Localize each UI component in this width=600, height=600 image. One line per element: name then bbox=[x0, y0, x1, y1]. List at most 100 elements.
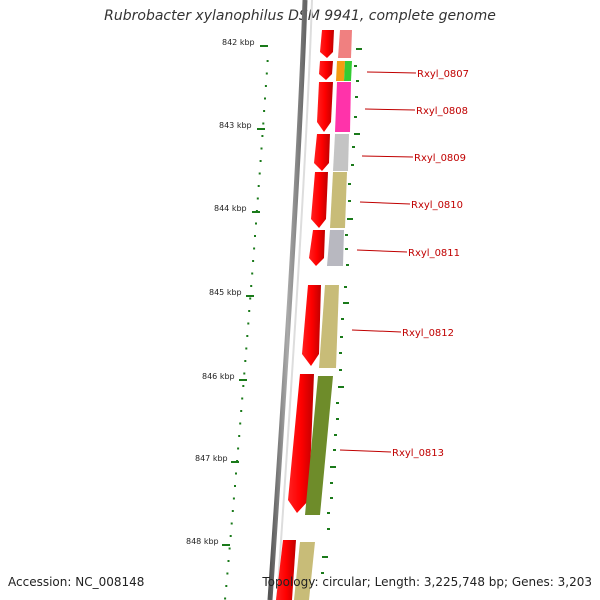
gc-skew-dot bbox=[266, 60, 269, 62]
gc-skew-dash bbox=[327, 528, 330, 530]
gc-skew-dot bbox=[248, 310, 251, 312]
gc-skew-dash bbox=[348, 183, 351, 185]
gc-skew-dash bbox=[356, 48, 362, 50]
gene-arrow bbox=[302, 285, 321, 366]
gc-skew-dot bbox=[264, 97, 266, 100]
gene-arrow bbox=[276, 540, 296, 600]
gc-skew-dot bbox=[259, 160, 262, 162]
gc-skew-dot bbox=[237, 447, 240, 450]
gc-skew-dot bbox=[227, 560, 230, 562]
gene-label-leader bbox=[359, 201, 411, 205]
gc-skew-track-right bbox=[321, 48, 362, 574]
gene-arrow bbox=[320, 30, 334, 58]
gc-skew-dot bbox=[250, 285, 253, 287]
genome-backbone bbox=[267, 0, 308, 600]
gc-skew-dot bbox=[232, 497, 235, 500]
gc-skew-dot bbox=[235, 472, 237, 475]
gc-skew-dash bbox=[355, 96, 358, 98]
gc-skew-dot bbox=[243, 372, 246, 375]
gene-label: Rxyl_0811 bbox=[408, 248, 460, 259]
scale-tick-label: 846 kbp bbox=[202, 372, 235, 381]
gene-label: Rxyl_0808 bbox=[416, 106, 468, 117]
gc-skew-dot bbox=[253, 247, 256, 250]
genome-backbone-inner bbox=[276, 0, 313, 600]
gc-skew-dash bbox=[321, 572, 324, 574]
cog-box bbox=[335, 82, 351, 132]
scale-ticks: 842 kbp 843 kbp 844 kbp 845 kbp 846 kbp 847 k… bbox=[186, 38, 268, 546]
gene-label-leader bbox=[351, 329, 402, 333]
gc-skew-dot bbox=[260, 147, 263, 150]
gc-skew-dot bbox=[224, 597, 227, 600]
gc-skew-dash bbox=[334, 434, 337, 436]
gc-skew-dash bbox=[333, 449, 336, 451]
cog-box bbox=[319, 285, 339, 368]
gc-skew-dot bbox=[241, 397, 244, 400]
gene-label-leader bbox=[366, 71, 417, 74]
gc-skew-dot bbox=[240, 410, 243, 412]
gc-skew-dash bbox=[356, 80, 359, 82]
cog-box bbox=[294, 542, 315, 600]
gc-skew-dot bbox=[245, 347, 248, 350]
gene-label-leader bbox=[364, 108, 416, 111]
forward-strand-genes bbox=[276, 30, 334, 600]
gene-label: Rxyl_0807 bbox=[417, 69, 469, 80]
gene-arrow bbox=[317, 82, 333, 132]
gene-labels: Rxyl_0807 Rxyl_0808 Rxyl_0809 Rxyl_0810 Rxyl… bbox=[339, 69, 469, 459]
gene-label: Rxyl_0813 bbox=[392, 448, 444, 459]
gc-skew-dash bbox=[344, 286, 347, 288]
gc-skew-dash bbox=[346, 264, 349, 266]
gc-skew-dash bbox=[348, 200, 351, 202]
gc-skew-dot bbox=[265, 72, 268, 75]
scale-tick-label: 847 kbp bbox=[195, 454, 228, 463]
scale-tick-label: 844 kbp bbox=[214, 204, 247, 213]
gc-skew-dash bbox=[339, 369, 342, 371]
gc-skew-dot bbox=[249, 297, 252, 300]
gc-skew-dot bbox=[258, 172, 261, 175]
gene-arrow bbox=[311, 172, 328, 228]
gc-skew-dot bbox=[261, 135, 264, 137]
gene-label-leader bbox=[361, 155, 414, 158]
gc-skew-dash bbox=[322, 556, 328, 558]
gc-skew-dot bbox=[226, 572, 229, 575]
gc-skew-dot bbox=[257, 185, 260, 187]
gc-skew-dash bbox=[330, 466, 336, 468]
gc-skew-track-left bbox=[224, 60, 269, 600]
gene-label-leader bbox=[356, 249, 408, 253]
gc-skew-dot bbox=[231, 510, 234, 512]
gene-label: Rxyl_0810 bbox=[411, 200, 463, 211]
gc-skew-dot bbox=[256, 197, 259, 200]
gc-skew-dash bbox=[345, 234, 348, 236]
gc-skew-dash bbox=[351, 164, 354, 166]
cog-box bbox=[305, 376, 333, 515]
gc-skew-dot bbox=[263, 110, 266, 112]
gc-skew-dot bbox=[242, 385, 245, 387]
gc-skew-dot bbox=[247, 322, 250, 325]
gc-skew-dot bbox=[228, 547, 231, 550]
gene-label: Rxyl_0809 bbox=[414, 153, 466, 164]
gene-arrow bbox=[309, 230, 325, 266]
gc-skew-dash bbox=[354, 65, 357, 67]
gc-skew-dash bbox=[340, 336, 343, 338]
gc-skew-dash bbox=[327, 512, 330, 514]
gc-skew-dot bbox=[246, 335, 249, 337]
scale-tick-label: 843 kbp bbox=[219, 121, 252, 130]
gc-skew-dash bbox=[341, 318, 344, 320]
gene-arrow bbox=[288, 374, 314, 513]
cog-track bbox=[294, 30, 352, 600]
scale-tick-label: 842 kbp bbox=[222, 38, 255, 47]
gc-skew-dash bbox=[336, 418, 339, 420]
gc-skew-dot bbox=[225, 585, 228, 587]
gc-skew-dot bbox=[229, 535, 232, 537]
gene-label-leader bbox=[339, 449, 392, 453]
gc-skew-dash bbox=[338, 386, 344, 388]
gc-skew-dash bbox=[354, 116, 357, 118]
cog-box bbox=[330, 172, 347, 228]
gc-skew-dot bbox=[239, 422, 242, 425]
cog-box bbox=[344, 61, 352, 81]
gc-skew-dot bbox=[254, 235, 256, 237]
gc-skew-dot bbox=[230, 522, 233, 525]
gc-skew-dash bbox=[330, 482, 333, 484]
gc-skew-dash bbox=[330, 497, 333, 499]
gc-skew-dot bbox=[264, 85, 267, 87]
